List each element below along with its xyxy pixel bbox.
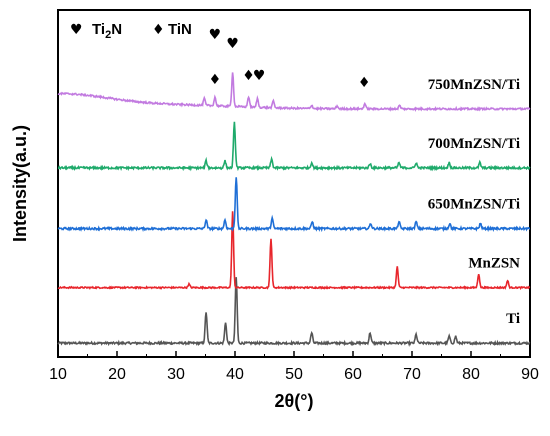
x-tick-label: 40 bbox=[226, 366, 244, 383]
ti2n-peak-marker: ♥ bbox=[209, 27, 222, 43]
series-layer bbox=[57, 72, 531, 347]
ti2n-peak-marker: ♥ bbox=[226, 36, 239, 52]
legend-ti2n-label: Ti2N bbox=[92, 21, 122, 41]
x-tick-label: 20 bbox=[108, 366, 126, 383]
x-tick-label: 30 bbox=[167, 366, 185, 383]
x-axis-ticks: 10 20 30 40 50 60 70 80 90 bbox=[49, 351, 539, 383]
series-line-1 bbox=[57, 211, 531, 291]
series-label-1: MnZSN bbox=[468, 256, 520, 272]
series-label-3: 700MnZSN/Ti bbox=[428, 136, 520, 152]
legend-ti2n-main: Ti bbox=[92, 21, 105, 38]
x-axis-title: 2θ(°) bbox=[275, 391, 314, 411]
peak-annotations: ♥♦♥♦♥ ♦ bbox=[209, 27, 371, 91]
series-label-0: Ti bbox=[506, 311, 520, 327]
series-line-0 bbox=[57, 277, 531, 347]
legend-ti2n-sub: 2 bbox=[105, 29, 111, 41]
series-label-2: 650MnZSN/Ti bbox=[428, 197, 520, 213]
tin-peak-marker: ♦ bbox=[209, 72, 222, 88]
plot-frame bbox=[57, 9, 531, 358]
legend-ti2n-symbol: ♥ bbox=[70, 22, 83, 38]
x-tick-label: 10 bbox=[49, 366, 67, 383]
series-line-4 bbox=[57, 72, 531, 112]
ti2n-peak-marker: ♥ bbox=[253, 68, 266, 84]
y-axis-title: Intensity(a.u.) bbox=[10, 125, 30, 242]
legend-ti2n-tail: N bbox=[111, 21, 122, 38]
legend-tin-label: TiN bbox=[168, 21, 192, 38]
series-label-4: 750MnZSN/Ti bbox=[428, 77, 520, 93]
x-tick-label: 70 bbox=[403, 366, 421, 383]
legend-tin-symbol: ♦ bbox=[152, 22, 165, 38]
plot-area bbox=[57, 9, 531, 358]
x-tick-label: 80 bbox=[462, 366, 480, 383]
tin-peak-marker: ♦ bbox=[358, 75, 371, 91]
x-tick-label: 60 bbox=[344, 366, 362, 383]
legend: ♥ Ti2N ♦ TiN bbox=[70, 21, 192, 41]
x-tick-label: 50 bbox=[285, 366, 303, 383]
tin-peak-marker: ♦ bbox=[242, 68, 255, 84]
x-tick-label: 90 bbox=[521, 366, 539, 383]
series-line-2 bbox=[57, 177, 531, 233]
series-line-3 bbox=[57, 121, 531, 172]
series-labels: Ti MnZSN 650MnZSN/Ti 700MnZSN/Ti 750MnZSN/Ti bbox=[428, 77, 520, 327]
